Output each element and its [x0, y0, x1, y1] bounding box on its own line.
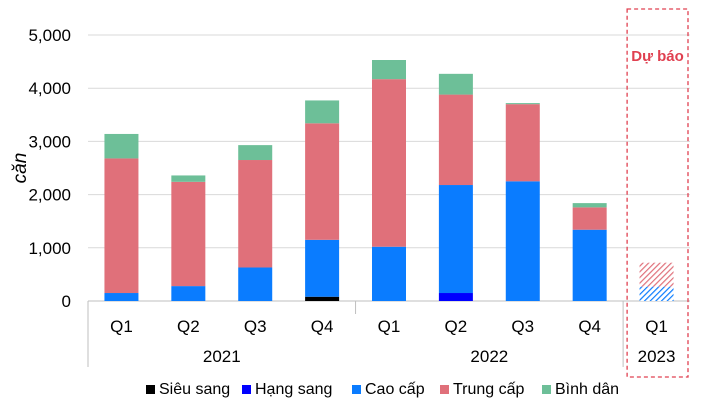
- bar-segment-trung-cấp: [104, 158, 139, 294]
- bar-segment-cao-cấp: [104, 293, 139, 301]
- x-tick-label: Q1: [110, 317, 133, 336]
- bar-segment-trung-cấp: [505, 104, 540, 182]
- x-tick-label: Q3: [511, 317, 534, 336]
- legend-swatch: [440, 385, 449, 394]
- bar-segment-trung-cấp: [238, 160, 273, 268]
- bar-segment-cao-cấp: [171, 286, 206, 301]
- bar-segment-trung-cấp: [171, 181, 206, 287]
- bar-segment-siêu-sang: [305, 296, 340, 301]
- legend-swatch: [242, 385, 251, 394]
- y-tick-label: 4,000: [28, 79, 71, 98]
- forecast-box: Dự báo: [626, 8, 689, 378]
- bar-segment-cao-cấp: [505, 181, 540, 301]
- y-tick-label: 0: [62, 292, 71, 311]
- y-tick-label: 3,000: [28, 132, 71, 151]
- bar-segment-bình-dân: [104, 133, 139, 159]
- bar-segment-hạng-sang: [438, 293, 473, 301]
- x-tick-label: Q1: [645, 317, 668, 336]
- legend-label: Trung cấp: [453, 381, 525, 398]
- year-label: 2021: [203, 347, 241, 366]
- bar-segment-bình-dân: [305, 100, 340, 124]
- bar-segment-cao-cấp: [438, 185, 473, 294]
- legend-label: Hạng sang: [255, 381, 332, 398]
- legend-label: Bình dân: [555, 381, 619, 398]
- bar-segment-cao-cấp: [372, 246, 406, 301]
- x-tick-label: Q4: [311, 317, 334, 336]
- year-label: 2023: [638, 347, 676, 366]
- x-tick-label: Q3: [244, 317, 267, 336]
- y-tick-label: 2,000: [28, 186, 71, 205]
- legend-swatch: [542, 385, 551, 394]
- bar-segment-trung-cấp: [372, 79, 406, 247]
- x-tick-label: Q2: [445, 317, 468, 336]
- bar-segment-trung-cấp: [438, 94, 473, 186]
- x-tick-label: Q2: [177, 317, 200, 336]
- bar-segment-trung-cấp: [572, 207, 607, 230]
- legend-swatch: [146, 385, 155, 394]
- year-label: 2022: [470, 347, 508, 366]
- x-tick-label: Q1: [378, 317, 401, 336]
- bars: [104, 60, 674, 301]
- bar-segment-bình-dân: [572, 203, 607, 208]
- bar-segment-cao-cấp: [305, 239, 340, 297]
- axis-labels: 0 1,000 2,000 3,000 4,000 5,000 căn Q1 Q2 Q3 Q4 Q1 Q…: [10, 26, 675, 366]
- legend-label: Cao cấp: [365, 381, 425, 398]
- bar-segment-cao-cấp: [572, 229, 607, 301]
- bar-segment-cao-cấp: [639, 286, 674, 301]
- x-tick-label: Q4: [578, 317, 601, 336]
- y-axis-title: căn: [10, 153, 31, 184]
- y-tick-label: 5,000: [28, 26, 71, 45]
- bar-segment-bình-dân: [171, 175, 206, 182]
- legend-swatch: [352, 385, 361, 394]
- bar-segment-bình-dân: [238, 145, 273, 161]
- bar-segment-bình-dân: [372, 60, 406, 80]
- legend: Siêu sang Hạng sang Cao cấp Trung cấp Bình d…: [146, 381, 619, 398]
- forecast-label: Dự báo: [631, 48, 684, 65]
- y-tick-label: 1,000: [28, 239, 71, 258]
- forecast-box-outline: [626, 8, 689, 378]
- bar-segment-trung-cấp: [639, 262, 674, 287]
- bar-segment-bình-dân: [505, 103, 540, 105]
- bar-segment-bình-dân: [438, 73, 473, 95]
- legend-label: Siêu sang: [159, 381, 230, 398]
- bar-segment-trung-cấp: [305, 123, 340, 240]
- bar-segment-cao-cấp: [238, 267, 273, 301]
